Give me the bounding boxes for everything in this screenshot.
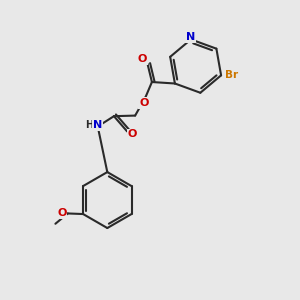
Text: O: O (137, 54, 147, 64)
Text: Br: Br (225, 70, 238, 80)
Text: N: N (92, 120, 102, 130)
Text: O: O (128, 129, 137, 140)
Text: O: O (57, 208, 67, 218)
Text: N: N (186, 32, 195, 42)
Text: H: H (85, 120, 94, 130)
Text: O: O (139, 98, 149, 108)
